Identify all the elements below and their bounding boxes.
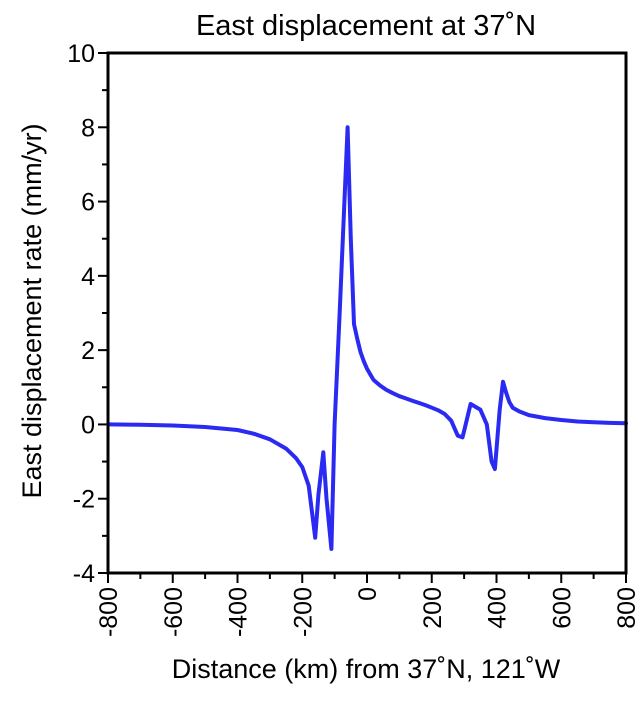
series-line — [106, 125, 628, 551]
x-tick-label: -400 — [225, 587, 253, 637]
plot-frame — [106, 51, 628, 575]
y-tick-label: 6 — [81, 189, 95, 217]
chart-title: East displacement at 37˚N — [196, 10, 536, 42]
x-tick-label: 0 — [354, 587, 382, 601]
y-tick-label: 4 — [81, 263, 95, 291]
x-tick-label: 400 — [484, 587, 512, 629]
x-tick-label: 800 — [613, 587, 641, 629]
x-axis-label: Distance (km) from 37˚N, 121˚W — [172, 654, 561, 684]
x-tick-label: -800 — [95, 587, 123, 637]
x-tick-label: -200 — [289, 587, 317, 637]
y-tick-label: -4 — [73, 560, 95, 588]
y-tick-label: -2 — [73, 486, 95, 514]
tick-labels: -4 -2 0 2 4 6 8 10 -800 -600 -400 -200 0 200 400 600 800 — [67, 40, 641, 637]
y-axis-label: East displacement rate (mm/yr) — [17, 123, 47, 498]
y-tick-label: 0 — [81, 411, 95, 439]
x-tick-label: -600 — [160, 587, 188, 637]
y-tick-label: 2 — [81, 337, 95, 365]
x-tick-label: 200 — [419, 587, 447, 629]
y-tick-label: 8 — [81, 114, 95, 142]
x-tick-label: 600 — [548, 587, 576, 629]
y-tick-label: 10 — [67, 40, 95, 68]
ticks — [98, 52, 627, 583]
